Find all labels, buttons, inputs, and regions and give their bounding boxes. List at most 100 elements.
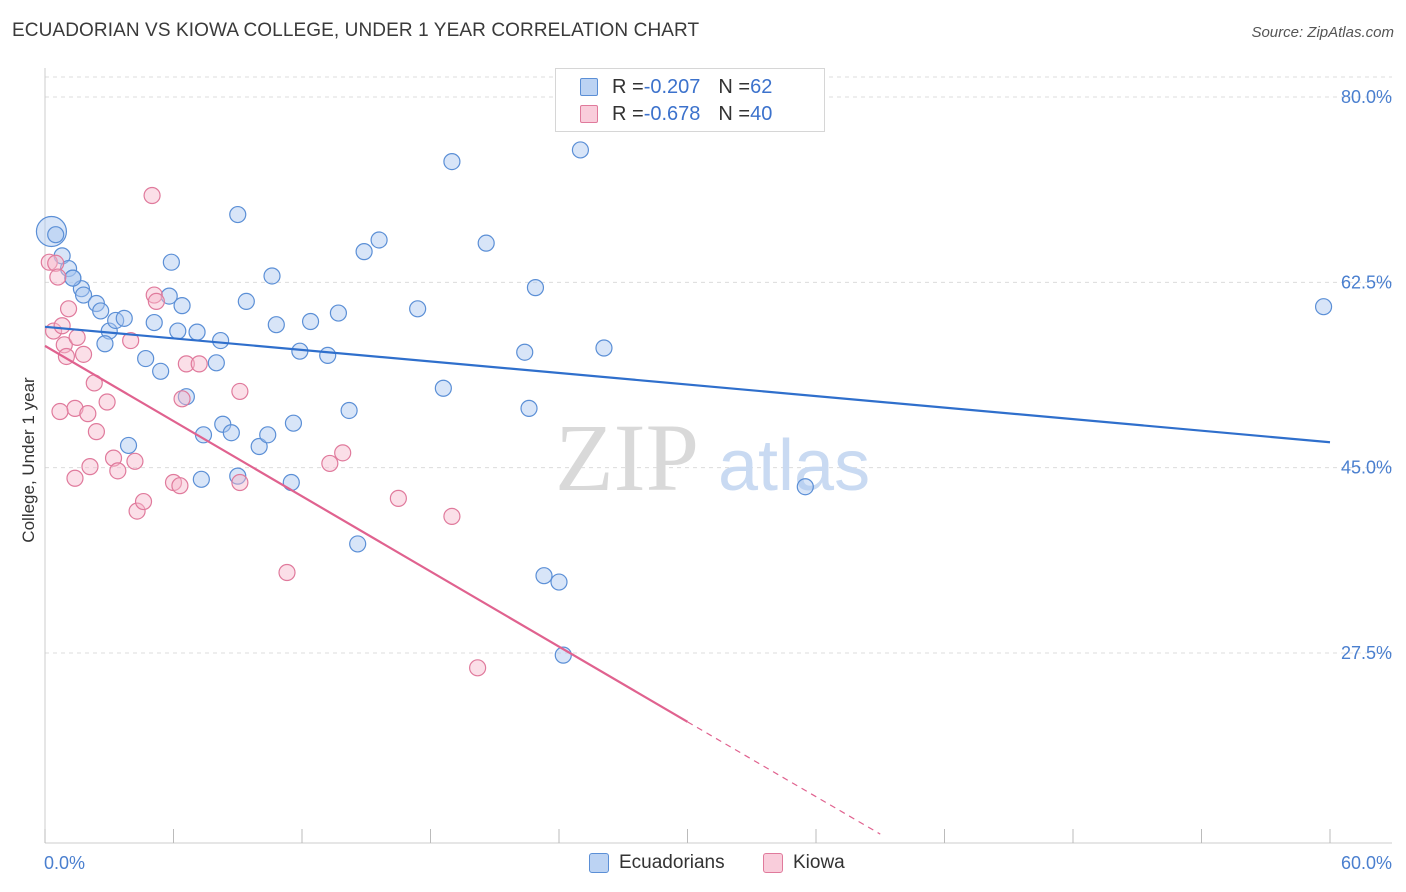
point-kiowa xyxy=(87,423,106,441)
legend-swatch-blue xyxy=(580,78,598,96)
point-ecuadorian xyxy=(263,267,281,285)
point-kiowa xyxy=(51,402,69,421)
y-tick-label: 45.0% xyxy=(1341,458,1392,478)
point-ecuadorian xyxy=(207,354,225,372)
point-kiowa xyxy=(334,444,352,462)
trend-lines xyxy=(44,325,1331,835)
point-ecuadorian xyxy=(282,473,300,492)
data-points xyxy=(35,141,1333,677)
point-ecuadorian xyxy=(160,287,178,305)
point-kiowa xyxy=(469,659,487,677)
legend-r-label: R = xyxy=(612,75,644,98)
point-kiowa xyxy=(147,292,165,310)
point-ecuadorian xyxy=(47,226,65,244)
legend-row-ecuadorians: R = -0.207 N = 62 xyxy=(580,74,772,100)
point-ecuadorian xyxy=(92,302,110,320)
point-ecuadorian xyxy=(550,573,568,591)
point-kiowa xyxy=(173,390,191,408)
grid-lines xyxy=(45,76,1392,654)
legend-n-label: N = xyxy=(718,75,751,98)
point-ecuadorian xyxy=(477,234,495,252)
point-ecuadorian xyxy=(222,424,240,442)
y-axis-title: College, Under 1 year xyxy=(19,377,38,543)
legend-swatch-pink xyxy=(580,105,598,123)
point-ecuadorian xyxy=(571,141,590,159)
point-ecuadorian xyxy=(259,426,277,444)
y-tick-label: 80.0% xyxy=(1341,87,1392,107)
point-kiowa xyxy=(443,507,461,525)
point-ecuadorian xyxy=(173,297,191,315)
point-kiowa xyxy=(122,331,140,350)
point-ecuadorian xyxy=(796,478,814,496)
legend-row-kiowa: R = -0.678 N = 40 xyxy=(580,101,772,127)
point-ecuadorian xyxy=(145,313,163,332)
legend-n-label: N = xyxy=(718,102,751,125)
x-tick-label: 60.0% xyxy=(1341,853,1392,873)
point-kiowa xyxy=(177,355,195,373)
legend-r-label: R = xyxy=(612,102,644,125)
point-kiowa xyxy=(143,186,161,205)
point-kiowa xyxy=(389,489,407,507)
point-ecuadorian xyxy=(329,304,348,322)
watermark-atlas: atlas xyxy=(718,426,870,506)
chart-title: ECUADORIAN VS KIOWA COLLEGE, UNDER 1 YEA… xyxy=(12,20,700,41)
legend-n-value: 40 xyxy=(750,102,773,125)
point-kiowa xyxy=(81,458,99,476)
point-ecuadorian xyxy=(212,331,230,350)
point-ecuadorian xyxy=(137,349,155,368)
point-ecuadorian xyxy=(526,279,545,297)
point-ecuadorian xyxy=(188,323,206,341)
point-ecuadorian xyxy=(1314,298,1333,316)
y-tick-label: 27.5% xyxy=(1341,643,1392,663)
point-ecuadorian xyxy=(443,153,461,171)
legend-r-value: -0.678 xyxy=(643,102,701,125)
point-ecuadorian xyxy=(237,292,255,310)
point-ecuadorian xyxy=(169,322,187,340)
point-ecuadorian xyxy=(595,339,613,357)
point-ecuadorian xyxy=(301,312,320,331)
legend-r-value: -0.207 xyxy=(643,75,701,98)
point-kiowa xyxy=(49,268,67,286)
point-ecuadorian xyxy=(152,362,170,380)
point-ecuadorian xyxy=(229,205,247,224)
point-ecuadorian xyxy=(340,401,358,420)
legend-n-value: 62 xyxy=(750,75,773,98)
point-kiowa xyxy=(47,254,65,272)
point-kiowa xyxy=(145,286,163,304)
point-ecuadorian xyxy=(64,269,82,287)
tick-labels: 27.5% 45.0% 62.5% 80.0% 0.0% 60.0% xyxy=(44,87,1392,873)
series-legend: Ecuadorians Kiowa xyxy=(0,852,1406,878)
point-kiowa xyxy=(66,469,84,487)
point-kiowa xyxy=(109,462,127,480)
point-kiowa xyxy=(190,355,208,373)
watermark: ZIP atlas xyxy=(555,404,870,511)
watermark-zip: ZIP xyxy=(555,404,699,511)
point-ecuadorian xyxy=(74,286,93,304)
series-label-ecuadorians: Ecuadorians xyxy=(619,852,725,873)
point-ecuadorian xyxy=(409,300,427,318)
trend-line-ecuadorians xyxy=(44,325,1331,444)
point-ecuadorian xyxy=(319,346,337,365)
series-swatch-pink xyxy=(763,853,783,873)
point-kiowa xyxy=(74,345,93,363)
point-kiowa xyxy=(59,300,78,318)
series-legend-ecuadorians[interactable]: Ecuadorians xyxy=(589,852,725,874)
trend-line-kiowa xyxy=(44,344,689,723)
point-ecuadorian xyxy=(229,467,247,485)
series-legend-kiowa[interactable]: Kiowa xyxy=(763,852,845,874)
point-kiowa xyxy=(321,454,339,473)
point-ecuadorian xyxy=(349,535,367,553)
point-ecuadorian xyxy=(250,437,268,456)
correlation-legend: R = -0.207 N = 62 R = -0.678 N = 40 xyxy=(555,68,825,132)
point-ecuadorian xyxy=(119,436,138,455)
point-kiowa xyxy=(171,477,189,495)
x-tick-label: 0.0% xyxy=(44,853,85,873)
point-kiowa xyxy=(134,492,153,511)
point-kiowa xyxy=(68,328,86,347)
trend-line-kiowa-extension xyxy=(687,721,881,835)
point-kiowa xyxy=(231,473,249,492)
point-ecuadorian xyxy=(267,316,285,334)
series-swatch-blue xyxy=(589,853,609,873)
series-label-kiowa: Kiowa xyxy=(793,852,845,873)
